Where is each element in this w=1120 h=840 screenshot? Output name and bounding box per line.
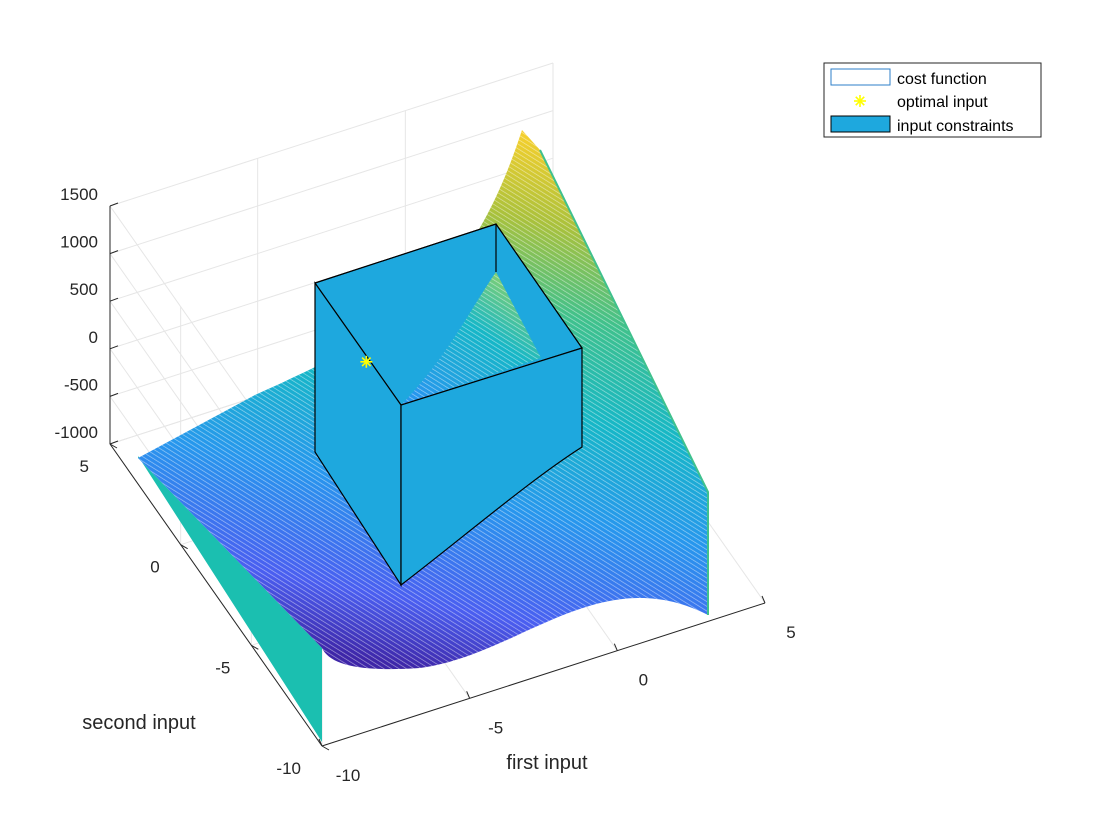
y-tick-label: 5 xyxy=(80,457,89,476)
z-tick-label: 1500 xyxy=(60,185,98,204)
z-tick-mark xyxy=(109,345,119,350)
x-axis-label: first input xyxy=(506,752,588,774)
legend-label-input-constraints: input constraints xyxy=(897,118,1014,135)
legend-label-optimal-input: optimal input xyxy=(897,94,988,111)
star-stroke xyxy=(361,356,372,367)
x-tick-label: -5 xyxy=(488,718,503,737)
x-tick-label: 5 xyxy=(786,623,795,642)
y-tick-label: -10 xyxy=(276,759,301,778)
z-tick-label: 0 xyxy=(89,328,98,347)
z-tick-mark xyxy=(109,440,119,445)
z-tick-mark xyxy=(109,202,119,207)
legend-swatch-optimal-input xyxy=(854,95,866,107)
constraint-box-top-edges xyxy=(314,223,583,349)
x-tick-mark xyxy=(318,738,323,747)
z-tick-mark xyxy=(109,297,119,302)
z-tick-label: -500 xyxy=(64,375,98,394)
x-tick-label: -10 xyxy=(336,766,361,785)
legend-swatch-input-constraints xyxy=(830,115,891,133)
x-tick-mark xyxy=(613,643,618,651)
tick-labels: -10 -5 0 5 -10 -5 0 5 -1000 -500 0 500 1000 1500 xyxy=(55,185,796,785)
legend-label-cost-function: cost function xyxy=(897,71,987,88)
z-tick-label: -1000 xyxy=(55,423,98,442)
star-stroke xyxy=(855,96,865,106)
z-tick-mark xyxy=(109,392,119,397)
z-tick-label: 1000 xyxy=(60,233,98,252)
constraint-box-inner-lines xyxy=(401,272,541,405)
z-tick-mark xyxy=(109,250,119,255)
y-tick-label: -5 xyxy=(215,658,230,677)
legend-swatch-cost-function xyxy=(830,68,891,86)
y-tick-mark xyxy=(109,443,118,449)
x-tick-label: 0 xyxy=(639,671,648,690)
y-axis-line xyxy=(109,443,323,747)
legend: cost function optimal input input constr… xyxy=(823,62,1042,138)
x-tick-mark xyxy=(466,691,471,699)
y-axis-label: second input xyxy=(82,712,196,734)
y-tick-mark xyxy=(180,544,188,550)
surface-right-edge xyxy=(539,149,709,615)
optimal-input-marker xyxy=(360,355,373,368)
surface-left-wall xyxy=(138,456,322,742)
legend-star-icon xyxy=(854,95,866,107)
z-tick-label: 500 xyxy=(70,280,98,299)
y-tick-mark xyxy=(251,644,259,650)
x-axis-line xyxy=(321,602,766,747)
constraint-box-right-face xyxy=(400,347,583,587)
y-tick-mark xyxy=(321,745,330,751)
y-tick-label: 0 xyxy=(150,558,159,577)
optimal-input-layer xyxy=(360,355,373,368)
input-constraints-box xyxy=(314,223,583,588)
x-tick-mark xyxy=(761,595,766,604)
